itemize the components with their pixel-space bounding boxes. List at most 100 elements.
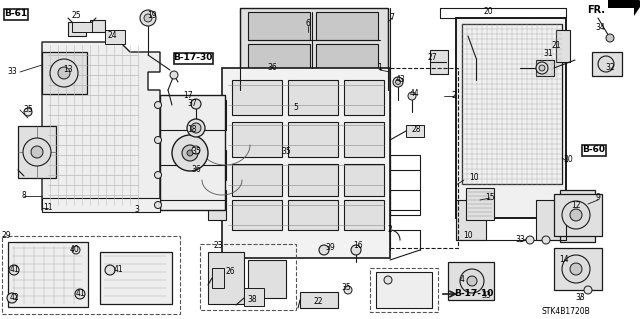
- Bar: [232, 164, 282, 196]
- Text: 16: 16: [353, 241, 363, 250]
- Circle shape: [536, 62, 548, 74]
- Circle shape: [384, 276, 392, 284]
- Circle shape: [154, 202, 161, 209]
- Circle shape: [72, 246, 80, 254]
- Bar: [344, 80, 384, 115]
- Circle shape: [526, 236, 534, 244]
- Text: 23: 23: [213, 241, 223, 250]
- Text: 41: 41: [9, 265, 19, 275]
- Bar: [232, 80, 282, 115]
- Text: 8: 8: [22, 191, 26, 201]
- Text: 10: 10: [463, 232, 473, 241]
- Text: 35: 35: [281, 147, 291, 157]
- Text: 35: 35: [341, 284, 351, 293]
- Bar: [554, 194, 602, 236]
- Bar: [208, 190, 226, 220]
- Bar: [466, 188, 494, 220]
- Circle shape: [140, 10, 156, 26]
- Bar: [560, 190, 595, 242]
- Bar: [456, 18, 566, 218]
- Bar: [240, 8, 388, 78]
- Bar: [248, 44, 310, 68]
- Text: 21: 21: [551, 41, 561, 50]
- Circle shape: [191, 99, 201, 109]
- Circle shape: [344, 286, 352, 294]
- Text: 11: 11: [44, 204, 52, 212]
- Circle shape: [144, 14, 152, 22]
- Text: 42: 42: [9, 293, 19, 302]
- Text: STK4B1720B: STK4B1720B: [541, 307, 590, 315]
- Text: 43: 43: [395, 76, 405, 85]
- Text: 41: 41: [75, 290, 85, 299]
- Bar: [556, 30, 570, 62]
- Circle shape: [539, 65, 545, 71]
- Text: B-60: B-60: [582, 145, 605, 154]
- Circle shape: [187, 119, 205, 137]
- Text: 41: 41: [113, 265, 123, 275]
- Text: 14: 14: [559, 256, 569, 264]
- Text: 29: 29: [1, 232, 11, 241]
- Bar: [222, 68, 390, 258]
- Text: 2: 2: [388, 226, 392, 234]
- Text: 34: 34: [595, 24, 605, 33]
- Text: 33: 33: [515, 235, 525, 244]
- Polygon shape: [42, 42, 160, 210]
- Bar: [105, 30, 125, 44]
- Bar: [68, 22, 86, 36]
- Bar: [248, 260, 286, 298]
- Bar: [288, 200, 338, 230]
- Bar: [456, 18, 566, 218]
- Circle shape: [187, 150, 193, 156]
- Text: 4: 4: [460, 276, 465, 285]
- Text: 10: 10: [469, 174, 479, 182]
- Text: 2: 2: [452, 92, 456, 100]
- Bar: [42, 52, 87, 94]
- Bar: [72, 22, 92, 32]
- Circle shape: [562, 201, 590, 229]
- Text: 35: 35: [23, 106, 33, 115]
- Circle shape: [319, 245, 329, 255]
- Bar: [100, 252, 172, 304]
- Text: 26: 26: [225, 268, 235, 277]
- Circle shape: [192, 146, 200, 154]
- Circle shape: [606, 34, 614, 42]
- Circle shape: [154, 101, 161, 108]
- Text: 33: 33: [7, 68, 17, 77]
- Circle shape: [598, 56, 614, 72]
- Bar: [316, 44, 378, 68]
- Text: B-17-10: B-17-10: [454, 290, 493, 299]
- Bar: [200, 244, 296, 310]
- Bar: [4, 9, 28, 20]
- Bar: [430, 50, 448, 74]
- Text: 35: 35: [191, 147, 201, 157]
- Polygon shape: [608, 0, 640, 16]
- Circle shape: [23, 138, 51, 166]
- Circle shape: [172, 135, 208, 171]
- Bar: [536, 60, 554, 76]
- Circle shape: [570, 209, 582, 221]
- Circle shape: [7, 293, 17, 303]
- Circle shape: [154, 172, 161, 179]
- Circle shape: [75, 289, 85, 299]
- Text: 17: 17: [183, 92, 193, 100]
- Bar: [208, 100, 226, 130]
- Bar: [212, 268, 224, 288]
- Text: 9: 9: [596, 194, 600, 203]
- Text: 25: 25: [71, 11, 81, 20]
- Text: 37: 37: [187, 100, 197, 108]
- Text: B-17-30: B-17-30: [173, 54, 212, 63]
- Text: 24: 24: [107, 32, 117, 41]
- Text: 7: 7: [390, 13, 394, 23]
- Bar: [300, 292, 338, 308]
- Text: 44: 44: [409, 90, 419, 99]
- Circle shape: [105, 265, 115, 275]
- Text: 5: 5: [294, 103, 298, 113]
- Circle shape: [24, 108, 32, 116]
- Text: 39: 39: [325, 243, 335, 253]
- Circle shape: [50, 59, 78, 87]
- Bar: [344, 164, 384, 196]
- Circle shape: [570, 263, 582, 275]
- Bar: [232, 122, 282, 157]
- Circle shape: [584, 286, 592, 294]
- Text: 38: 38: [247, 295, 257, 305]
